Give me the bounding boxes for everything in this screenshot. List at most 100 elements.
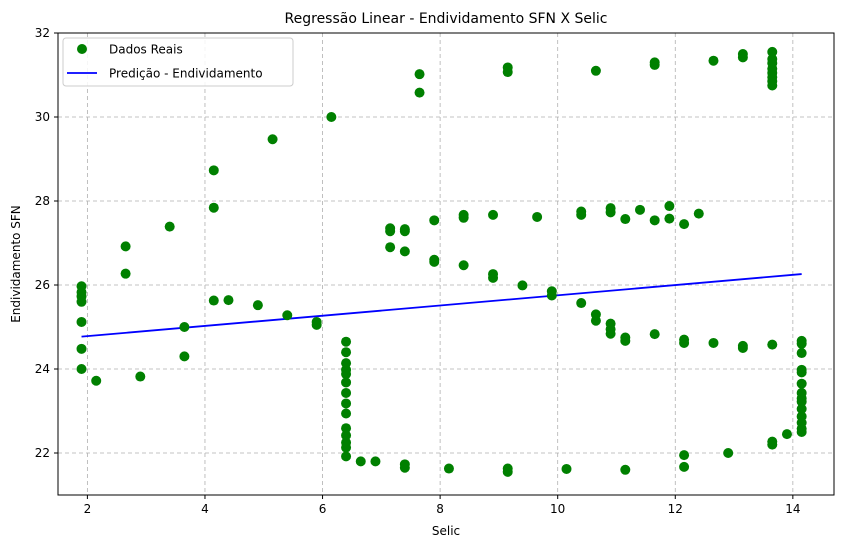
data-point bbox=[341, 347, 352, 358]
data-point bbox=[737, 343, 748, 353]
x-tick-label: 8 bbox=[436, 502, 444, 516]
data-point bbox=[796, 403, 807, 414]
data-point bbox=[649, 329, 660, 340]
y-tick-label: 32 bbox=[35, 26, 50, 40]
data-point bbox=[355, 456, 366, 467]
scatter-series bbox=[76, 46, 807, 477]
x-tick-label: 6 bbox=[319, 502, 327, 516]
data-point bbox=[649, 59, 660, 70]
data-point bbox=[458, 260, 469, 271]
data-point bbox=[488, 272, 499, 283]
data-point bbox=[723, 448, 734, 458]
data-point bbox=[767, 339, 778, 350]
data-point bbox=[502, 466, 513, 477]
data-point bbox=[370, 456, 381, 467]
data-point bbox=[91, 375, 102, 386]
data-point bbox=[311, 319, 322, 330]
data-point bbox=[443, 463, 454, 474]
data-point bbox=[488, 209, 499, 220]
y-tick-label: 22 bbox=[35, 446, 50, 460]
data-point bbox=[679, 219, 690, 230]
data-point bbox=[341, 387, 352, 398]
data-point bbox=[76, 343, 87, 354]
data-point bbox=[399, 226, 410, 237]
data-point bbox=[341, 430, 352, 441]
data-point bbox=[561, 463, 572, 474]
y-tick-label: 28 bbox=[35, 194, 50, 208]
data-point bbox=[399, 462, 410, 473]
data-point bbox=[458, 212, 469, 223]
data-point bbox=[341, 398, 352, 409]
data-point bbox=[385, 242, 396, 253]
data-point bbox=[546, 290, 557, 301]
data-point bbox=[341, 451, 352, 462]
data-point bbox=[679, 337, 690, 348]
data-point bbox=[781, 429, 792, 440]
data-point bbox=[635, 204, 645, 215]
prediction-line bbox=[81, 273, 802, 338]
data-point bbox=[620, 335, 631, 346]
data-point bbox=[164, 221, 175, 232]
legend-label-dados-reais: Dados Reais bbox=[109, 43, 183, 57]
data-point bbox=[341, 423, 352, 434]
data-point bbox=[679, 450, 690, 461]
data-point bbox=[267, 134, 278, 145]
x-axis-ticks: 2 4 6 8 10 12 14 bbox=[84, 495, 800, 516]
data-point bbox=[649, 215, 660, 226]
plot-frame bbox=[57, 32, 835, 496]
data-point bbox=[326, 112, 337, 122]
data-point bbox=[341, 408, 352, 419]
data-point bbox=[429, 256, 440, 267]
data-point bbox=[576, 298, 587, 309]
legend-label-predicao: Predição - Endividamento bbox=[109, 67, 263, 81]
data-point bbox=[737, 52, 748, 63]
data-point bbox=[517, 280, 528, 291]
data-point bbox=[76, 316, 87, 327]
data-point bbox=[208, 165, 219, 176]
x-tick-label: 2 bbox=[84, 502, 92, 516]
legend-box bbox=[62, 37, 294, 87]
x-axis-label: Selic bbox=[432, 524, 460, 538]
y-axis-label: Endividamento SFN bbox=[9, 205, 23, 323]
data-point bbox=[341, 364, 352, 375]
data-point bbox=[76, 291, 87, 302]
legend: Dados Reais Predição - Endividamento bbox=[62, 37, 294, 87]
y-tick-label: 30 bbox=[35, 110, 50, 124]
data-point bbox=[576, 209, 587, 220]
data-point bbox=[414, 87, 425, 98]
y-axis-ticks: 22 24 26 28 30 32 bbox=[35, 26, 58, 460]
y-tick-label: 24 bbox=[35, 362, 50, 376]
data-point bbox=[223, 295, 234, 306]
data-point bbox=[796, 348, 807, 359]
data-point bbox=[796, 393, 807, 404]
data-point bbox=[796, 378, 807, 389]
data-point bbox=[767, 80, 778, 91]
data-point bbox=[796, 338, 807, 349]
data-point bbox=[385, 226, 396, 237]
data-point bbox=[252, 300, 263, 311]
data-point bbox=[429, 215, 440, 226]
data-point bbox=[679, 461, 690, 472]
data-point bbox=[767, 46, 778, 57]
data-point bbox=[502, 67, 513, 78]
data-point bbox=[664, 201, 675, 212]
data-point bbox=[664, 213, 675, 224]
data-point bbox=[796, 367, 807, 378]
data-point bbox=[590, 65, 601, 76]
grid bbox=[58, 32, 834, 495]
data-point bbox=[620, 214, 631, 225]
x-tick-label: 12 bbox=[668, 502, 683, 516]
data-point bbox=[796, 423, 807, 434]
data-point bbox=[708, 55, 719, 66]
data-point bbox=[208, 295, 219, 306]
data-point bbox=[605, 328, 616, 339]
y-tick-label: 26 bbox=[35, 278, 50, 292]
data-point bbox=[120, 268, 131, 279]
data-point bbox=[120, 241, 131, 252]
chart-title: Regressão Linear - Endividamento SFN X S… bbox=[285, 11, 608, 27]
data-point bbox=[620, 464, 631, 475]
data-point bbox=[414, 69, 425, 80]
data-point bbox=[532, 211, 543, 222]
x-tick-label: 10 bbox=[550, 502, 565, 516]
